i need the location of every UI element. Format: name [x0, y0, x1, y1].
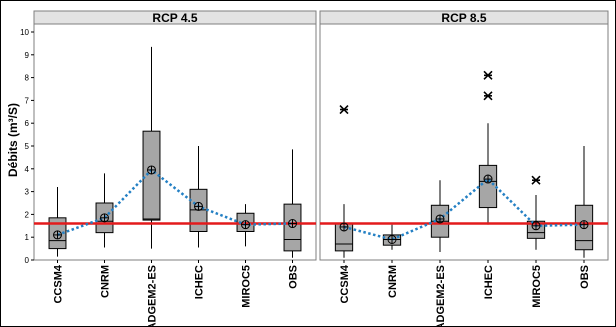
mean-circled-plus-icon — [100, 213, 109, 223]
y-tick-label: 7 — [25, 96, 30, 105]
y-tick-label: 0 — [25, 256, 30, 265]
mean-circled-plus-icon — [194, 201, 203, 211]
panel-title: RCP 8.5 — [441, 11, 486, 25]
x-tick-label: HADGEM2-ES — [435, 265, 447, 327]
plot-area — [319, 23, 609, 261]
y-axis-label: Débits (m³/S) — [6, 103, 20, 177]
y-tick-label: 3 — [25, 188, 30, 197]
mean-circled-plus-icon — [531, 221, 541, 231]
x-tick-label: OBS — [579, 265, 591, 289]
y-tick-label: 5 — [25, 142, 30, 151]
y-tick-label: 10 — [20, 28, 29, 37]
x-tick-label: CCSM4 — [53, 264, 65, 303]
mean-circled-plus-icon — [339, 222, 349, 232]
box-ichec — [478, 70, 498, 225]
x-tick-label: CNRM — [387, 265, 399, 298]
box-hadgem2-es — [142, 46, 161, 249]
x-tick-label: CCSM4 — [339, 264, 351, 303]
mean-circled-plus-icon — [288, 219, 297, 229]
x-tick-label: OBS — [288, 265, 300, 289]
x-tick-label: ICHEC — [483, 265, 495, 299]
panel-title: RCP 4.5 — [152, 11, 197, 25]
y-tick-label: 8 — [25, 74, 30, 83]
y-tick-label: 4 — [25, 165, 30, 174]
mean-circled-plus-icon — [147, 165, 156, 175]
y-tick-label: 6 — [25, 119, 30, 128]
mean-line — [343, 177, 585, 241]
y-tick-label: 1 — [25, 233, 30, 242]
mean-circled-plus-icon — [483, 174, 493, 184]
iqr-box — [478, 164, 498, 209]
x-tick-label: ICHEC — [194, 265, 206, 299]
x-tick-label: HADGEM2-ES — [147, 265, 159, 327]
mean-circled-plus-icon — [387, 234, 397, 244]
mean-line — [57, 168, 293, 237]
panel-1: RCP 4.5 0 1 2 3 4 5 6 7 8 9 10 CCSM4 CNRM HADGEM2-ES IC… — [20, 10, 317, 327]
mean-circled-plus-icon — [241, 220, 250, 230]
outlier-asterisk-icon — [531, 175, 541, 185]
plot-area — [33, 23, 317, 261]
panel-2: RCP 8.5 CCSM4 CNRM HADGEM2-ES ICHEC MIROC5 OBS — [319, 10, 609, 327]
outlier-asterisk-icon — [483, 70, 493, 80]
x-tick-label: CNRM — [100, 265, 112, 298]
mean-circled-plus-icon — [435, 214, 445, 224]
y-tick-label: 2 — [25, 210, 30, 219]
mean-circled-plus-icon — [579, 220, 589, 230]
panels-group: RCP 4.5 0 1 2 3 4 5 6 7 8 9 10 CCSM4 CNRM HADGEM2-ES IC… — [20, 10, 609, 327]
outlier-asterisk-icon — [339, 104, 349, 115]
y-tick-label: 9 — [25, 51, 30, 60]
x-tick-label: MIROC5 — [531, 265, 543, 308]
outlier-asterisk-icon — [483, 91, 493, 101]
mean-circled-plus-icon — [53, 230, 62, 240]
x-tick-label: MIROC5 — [241, 265, 253, 308]
